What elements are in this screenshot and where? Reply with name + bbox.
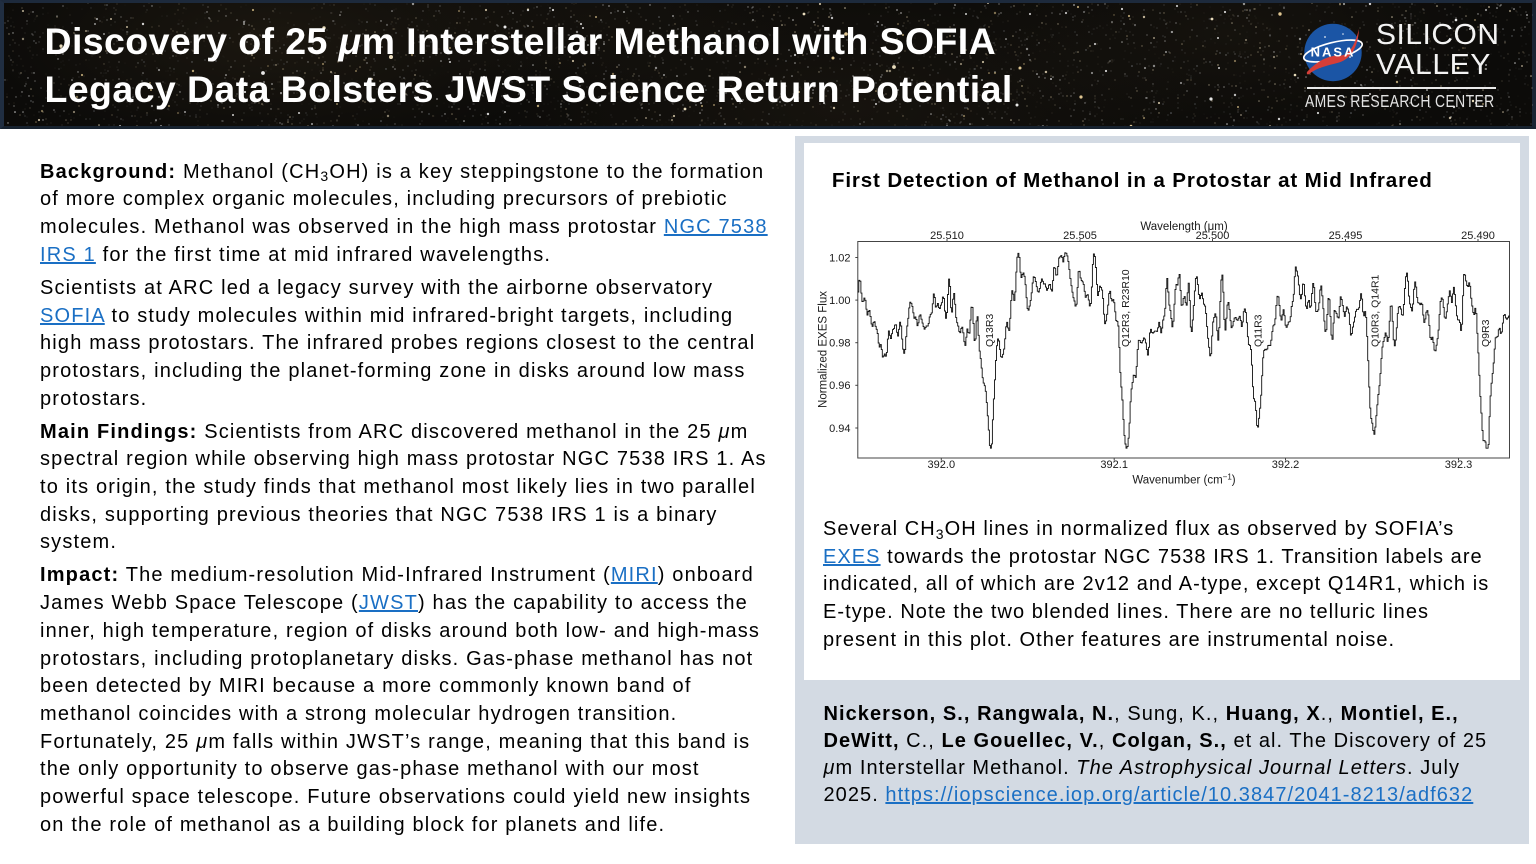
svg-text:Q9R3: Q9R3 — [1480, 319, 1492, 347]
svg-text:0.94: 0.94 — [829, 422, 850, 434]
svg-text:Normalized EXES Flux: Normalized EXES Flux — [817, 290, 829, 407]
svg-text:392.2: 392.2 — [1271, 459, 1299, 471]
svg-text:0.96: 0.96 — [829, 380, 850, 392]
svg-text:NASA: NASA — [1311, 45, 1356, 60]
svg-text:25.490: 25.490 — [1461, 230, 1495, 242]
svg-text:392.1: 392.1 — [1100, 459, 1128, 471]
svg-text:1.00: 1.00 — [829, 295, 850, 307]
svg-text:Wavenumber (cm−1): Wavenumber (cm−1) — [1132, 472, 1235, 487]
svg-text:Q12R3, R23R10: Q12R3, R23R10 — [1120, 269, 1132, 347]
svg-text:Wavelength (μm): Wavelength (μm) — [1140, 221, 1228, 233]
svg-text:Q11R3: Q11R3 — [1252, 314, 1264, 347]
svg-text:25.495: 25.495 — [1328, 230, 1362, 242]
svg-text:25.505: 25.505 — [1063, 230, 1097, 242]
svg-text:392.3: 392.3 — [1444, 459, 1472, 471]
svg-text:25.510: 25.510 — [930, 230, 964, 242]
svg-text:1.02: 1.02 — [829, 252, 850, 264]
svg-text:392.0: 392.0 — [927, 459, 955, 471]
svg-text:Q10R3, Q14R1: Q10R3, Q14R1 — [1369, 274, 1381, 347]
svg-text:Q13R3: Q13R3 — [984, 313, 996, 346]
svg-text:0.98: 0.98 — [829, 337, 850, 349]
